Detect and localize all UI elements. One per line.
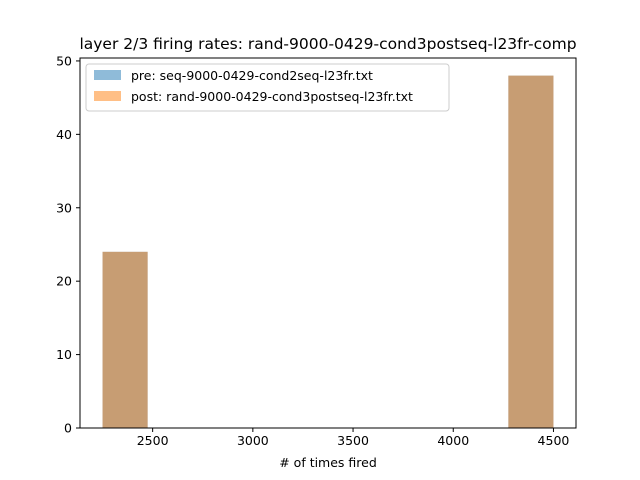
y-axis-ticks: 0 10 20 30 40 50	[56, 53, 80, 436]
legend-label-0: pre: seq-9000-0429-cond2seq-l23fr.txt	[131, 68, 373, 83]
y-tick-label: 10	[56, 347, 72, 362]
histogram-bar-series-1-bin-1	[508, 75, 554, 428]
x-tick-label: 3000	[237, 433, 269, 448]
legend-label-1: post: rand-9000-0429-cond3postseq-l23fr.…	[131, 89, 413, 104]
legend-box	[85, 63, 450, 112]
y-tick-label: 0	[64, 421, 72, 436]
legend-swatch-0	[94, 70, 121, 80]
legend-swatch-1	[94, 91, 121, 101]
x-tick-label: 2500	[137, 433, 169, 448]
x-axis-label: # of times fired	[279, 455, 377, 470]
y-tick-label: 20	[56, 274, 72, 289]
histogram-bar-series-1-bin-0	[102, 251, 148, 428]
x-tick-label: 3500	[337, 433, 369, 448]
x-tick-label: 4500	[538, 433, 570, 448]
plot-frame	[79, 57, 577, 429]
chart-title: layer 2/3 firing rates: rand-9000-0429-c…	[79, 35, 576, 53]
y-tick-label: 50	[56, 53, 72, 68]
x-tick-label: 4000	[437, 433, 469, 448]
bars-layer	[102, 75, 554, 428]
y-tick-label: 30	[56, 200, 72, 215]
y-tick-label: 40	[56, 127, 72, 142]
legend: pre: seq-9000-0429-cond2seq-l23fr.txt pos…	[85, 63, 450, 112]
x-axis-ticks: 2500 3000 3500 4000 4500	[137, 428, 570, 448]
